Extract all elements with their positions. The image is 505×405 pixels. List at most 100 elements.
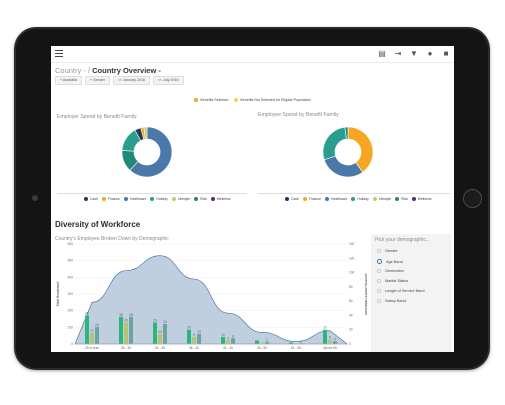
legend-item-finance[interactable]: Finance (302, 197, 321, 201)
headcount-area[interactable] (74, 255, 348, 345)
x-tick-label: Above 55 (323, 346, 337, 350)
bar-3[interactable] (333, 341, 337, 344)
menu-icon[interactable] (55, 50, 63, 57)
bar-1[interactable] (153, 322, 157, 344)
employer-benefit-legend: Cash Finance Healthcare Holiday Lifestyle Ris… (84, 197, 230, 201)
legend-swatch (285, 197, 289, 201)
page-title[interactable]: Country Overview - (92, 66, 161, 75)
donut-slice-lifestyle[interactable] (143, 126, 148, 140)
radio-button[interactable] (377, 249, 381, 253)
donut-slice-healthcare[interactable] (129, 126, 173, 178)
option-salary-band[interactable]: Salary Band (377, 299, 406, 303)
breadcrumb-parent[interactable]: Country - (55, 66, 86, 75)
option-gender[interactable]: Gender (377, 249, 398, 253)
bar-1[interactable] (85, 315, 89, 344)
legend-item-wellness[interactable]: Wellness (210, 197, 230, 201)
legend-item-cash[interactable]: Cash (285, 197, 299, 201)
donut-slice-risk[interactable] (344, 126, 349, 140)
filter-chip-country[interactable]: + Australia (55, 76, 82, 85)
panel-divider (258, 193, 450, 194)
bar-2[interactable] (158, 334, 162, 344)
y2-tick-label: 80 (349, 285, 353, 289)
donut-slice-finance[interactable] (347, 126, 374, 173)
option-marital-status[interactable]: Marital Status (377, 279, 408, 283)
bar-3[interactable] (197, 334, 201, 344)
bar-3[interactable] (265, 341, 269, 344)
alert-icon[interactable]: ● (427, 49, 433, 58)
legend-label: Lifestyle (378, 197, 392, 201)
bar-data-label: 10 (221, 333, 225, 337)
legend-item-lifestyle[interactable]: Lifestyle (372, 197, 392, 201)
y2-axis-label: Joiners/Leavers Headcount (364, 273, 367, 316)
document-icon[interactable]: ▤ (378, 49, 386, 58)
legend-label: Holiday (357, 197, 369, 201)
legend-item-lifestyle[interactable]: Lifestyle (171, 197, 191, 201)
donut-slice-healthcare[interactable] (323, 155, 364, 178)
bar-3[interactable] (299, 343, 303, 344)
demographic-chart: 0100200300400500600020406080100120140Tot… (56, 242, 367, 350)
legend-swatch (411, 197, 416, 201)
bar-1[interactable] (187, 329, 191, 344)
donut-slice-holiday[interactable] (322, 126, 347, 161)
bar-2[interactable] (90, 332, 94, 344)
bar-2[interactable] (192, 336, 196, 344)
bar-1[interactable] (255, 340, 259, 344)
legend-item-holiday[interactable]: Holiday (150, 197, 168, 201)
employee-spend-donut[interactable] (321, 125, 375, 179)
panel-divider (57, 193, 247, 194)
bar-1[interactable] (221, 336, 225, 344)
filter-chip-gender[interactable]: + Gender (84, 76, 110, 85)
option-label: Age Band (386, 259, 403, 264)
legend-item-risk[interactable]: Risk (395, 197, 408, 201)
legend-swatch (150, 197, 155, 201)
legend-swatch (171, 197, 176, 201)
demographic-picker: Pick your demographic... Gender Age Band… (371, 234, 451, 352)
radio-button[interactable] (377, 299, 381, 303)
bar-data-label: 17 (323, 326, 327, 330)
legend-item-holiday[interactable]: Holiday (351, 197, 369, 201)
logout-icon[interactable]: ⇥ (394, 49, 402, 58)
bar-2[interactable] (124, 322, 128, 344)
breadcrumb: Country - / Country Overview - (55, 66, 161, 75)
bar-1[interactable] (119, 316, 123, 344)
bar-data-label: 20 (187, 326, 191, 330)
bar-3[interactable] (163, 324, 167, 344)
legend-label: Benefits Selected (200, 98, 229, 102)
y-tick-label: 400 (68, 275, 74, 279)
legend-item-finance[interactable]: Finance (101, 197, 120, 201)
bar-2[interactable] (328, 339, 332, 344)
legend-item-healthcare[interactable]: Healthcare (325, 197, 347, 201)
bar-data-label: 13 (158, 330, 162, 334)
legend-item-risk[interactable]: Risk (194, 197, 207, 201)
radio-button[interactable] (377, 269, 381, 273)
option-age-band[interactable]: Age Band (377, 259, 403, 264)
legend-item-cash[interactable]: Cash (84, 197, 98, 201)
radio-button[interactable] (377, 279, 381, 283)
bar-data-label: 29 (124, 319, 128, 323)
legend-label: Lifestyle (177, 197, 191, 201)
legend-item-healthcare[interactable]: Healthcare (124, 197, 146, 201)
home-button[interactable] (463, 189, 482, 208)
bar-data-label: 29 (153, 319, 157, 323)
legend-label: Healthcare (130, 197, 147, 201)
radio-button[interactable] (377, 289, 381, 293)
bar-3[interactable] (95, 326, 99, 344)
option-generation[interactable]: Generation (377, 269, 404, 273)
employee-spend-title: Employee Spend by Benefit Family (258, 112, 339, 118)
filter-icon[interactable]: ▼ (410, 49, 418, 58)
radio-button[interactable] (377, 259, 382, 264)
legend-item-wellness[interactable]: Wellness (411, 197, 431, 201)
bar-3[interactable] (129, 316, 133, 344)
bar-1[interactable] (323, 329, 327, 344)
bar-1[interactable] (289, 342, 293, 344)
settings-icon[interactable]: ■ (443, 49, 449, 58)
bar-2[interactable] (260, 342, 264, 344)
employer-spend-donut[interactable] (120, 125, 174, 179)
option-length-of-service[interactable]: Length of Service Band (377, 289, 424, 293)
legend-label: Risk (401, 197, 408, 201)
bar-2[interactable] (226, 340, 230, 344)
filter-chip-start-date[interactable]: << January 2016 (112, 76, 150, 85)
filter-chip-end-date[interactable]: << July 2016 (152, 76, 184, 85)
bar-2[interactable] (294, 343, 298, 344)
bar-3[interactable] (231, 338, 235, 344)
